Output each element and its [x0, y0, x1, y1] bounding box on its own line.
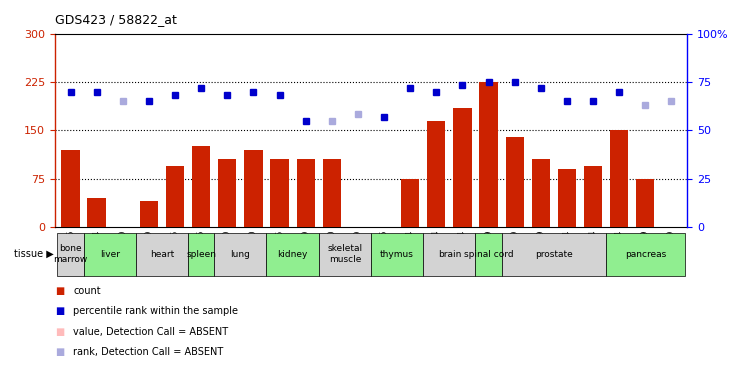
Bar — [610, 130, 629, 227]
Bar — [218, 159, 236, 227]
Text: skeletal
muscle: skeletal muscle — [327, 244, 363, 264]
Text: heart: heart — [150, 250, 174, 259]
Bar — [61, 150, 80, 227]
Bar — [214, 232, 267, 276]
Bar — [606, 232, 684, 276]
Bar — [506, 137, 524, 227]
Text: thymus: thymus — [380, 250, 414, 259]
Bar — [531, 159, 550, 227]
Bar — [480, 82, 498, 227]
Text: pancreas: pancreas — [625, 250, 666, 259]
Bar — [244, 150, 262, 227]
Text: ■: ■ — [55, 348, 64, 357]
Bar — [427, 121, 445, 227]
Text: kidney: kidney — [277, 250, 308, 259]
Bar — [297, 159, 315, 227]
Text: rank, Detection Call = ABSENT: rank, Detection Call = ABSENT — [73, 348, 224, 357]
Text: ■: ■ — [55, 327, 64, 337]
Bar — [584, 166, 602, 227]
Bar — [636, 178, 654, 227]
Bar — [267, 232, 319, 276]
Text: percentile rank within the sample: percentile rank within the sample — [73, 306, 238, 316]
Bar — [192, 146, 211, 227]
Text: GDS423 / 58822_at: GDS423 / 58822_at — [55, 13, 177, 26]
Text: ■: ■ — [55, 306, 64, 316]
Bar — [140, 201, 158, 227]
Text: prostate: prostate — [535, 250, 573, 259]
Bar — [401, 178, 420, 227]
Text: liver: liver — [99, 250, 120, 259]
Bar — [83, 232, 136, 276]
Bar — [501, 232, 606, 276]
Bar — [88, 198, 106, 227]
Bar — [558, 169, 576, 227]
Bar — [371, 232, 423, 276]
Bar — [423, 232, 475, 276]
Text: count: count — [73, 286, 101, 296]
Bar — [188, 232, 214, 276]
Text: bone
marrow: bone marrow — [53, 244, 88, 264]
Bar — [319, 232, 371, 276]
Bar — [453, 108, 471, 227]
Bar — [136, 232, 188, 276]
Text: tissue ▶: tissue ▶ — [14, 249, 53, 259]
Bar — [270, 159, 289, 227]
Bar — [475, 232, 501, 276]
Bar — [322, 159, 341, 227]
Text: lung: lung — [230, 250, 250, 259]
Text: spinal cord: spinal cord — [463, 250, 513, 259]
Bar — [166, 166, 184, 227]
Text: ■: ■ — [55, 286, 64, 296]
Text: value, Detection Call = ABSENT: value, Detection Call = ABSENT — [73, 327, 228, 337]
Text: spleen: spleen — [186, 250, 216, 259]
Bar — [58, 232, 83, 276]
Text: brain: brain — [438, 250, 461, 259]
